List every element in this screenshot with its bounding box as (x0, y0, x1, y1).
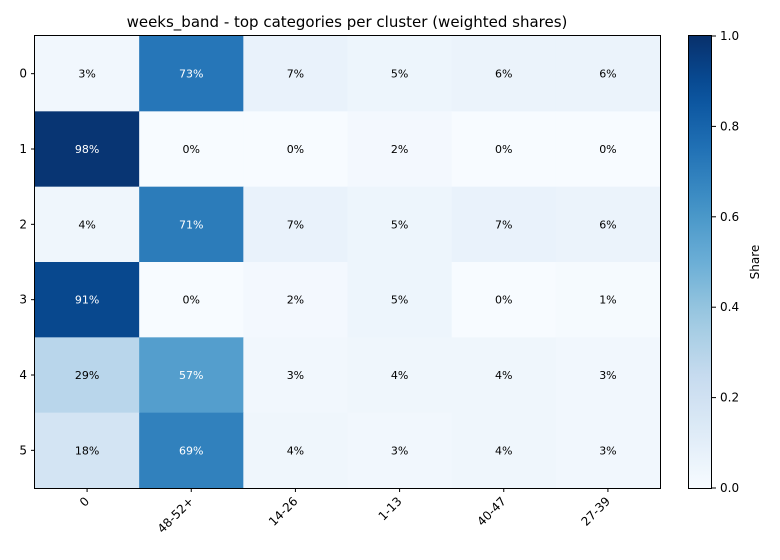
heatmap-cell (139, 337, 244, 414)
heatmap-cell (243, 186, 348, 263)
cell-value-label: 91% (75, 294, 99, 307)
heatmap-cell (139, 111, 244, 188)
heatmap-cell (243, 36, 348, 112)
heatmap-cell (451, 262, 557, 338)
heatmap-cell (347, 412, 453, 489)
colorbar (688, 35, 712, 489)
heatmap-cell (35, 111, 140, 188)
colorbar-label: Share (748, 245, 762, 280)
heatmap-cell (139, 36, 244, 112)
heatmap-cell (35, 337, 140, 414)
cell-value-label: 0% (183, 143, 200, 156)
heatmap-cell (555, 262, 661, 338)
heatmap-cell (347, 262, 453, 338)
heatmap-cell (451, 412, 557, 489)
heatmap-cell (555, 412, 661, 489)
cell-value-label: 29% (75, 369, 99, 382)
cell-value-label: 7% (287, 68, 304, 81)
heatmap-cell (35, 186, 140, 263)
y-tick-label: 0 (19, 67, 27, 81)
cell-value-label: 7% (495, 218, 512, 231)
cell-value-label: 4% (78, 218, 95, 231)
colorbar-axis: 0.0 0.2 0.4 0.6 0.8 1.0 (712, 29, 739, 495)
cell-value-label: 4% (391, 369, 408, 382)
y-tick-label: 2 (19, 217, 27, 231)
chart-title: weeks_band - top categories per cluster … (127, 13, 568, 32)
heatmap-cell (555, 337, 661, 414)
cell-value-label: 7% (287, 218, 304, 231)
heatmap-cell (35, 262, 140, 338)
heatmap-cell (35, 36, 140, 112)
heatmap-cell (347, 36, 453, 112)
cell-value-label: 6% (599, 218, 616, 231)
heatmap-cell (451, 36, 557, 112)
cell-value-label: 1% (599, 294, 616, 307)
heatmap-cell (35, 412, 140, 489)
cell-value-label: 6% (495, 68, 512, 81)
x-tick-label: 14-26 (266, 494, 301, 529)
x-tick-label: 0 (77, 494, 92, 509)
cell-value-label: 73% (179, 68, 203, 81)
heatmap-cell (347, 337, 453, 414)
x-axis: 0 48-52+ 14-26 1-13 40-47 27-39 (77, 488, 613, 536)
heatmap-cell (243, 337, 348, 414)
cell-value-label: 6% (599, 68, 616, 81)
cell-value-label: 3% (391, 444, 408, 457)
heatmap-cell (451, 111, 557, 188)
cell-value-label: 69% (179, 444, 203, 457)
colorbar-tick-label: 1.0 (720, 29, 739, 43)
cell-value-label: 0% (495, 143, 512, 156)
x-tick-label: 1-13 (376, 494, 405, 523)
cell-value-label: 18% (75, 444, 99, 457)
cell-value-label: 5% (391, 294, 408, 307)
heatmap-cell (451, 337, 557, 414)
cell-value-label: 2% (391, 143, 408, 156)
x-tick-label: 27-39 (578, 494, 613, 529)
x-tick-label: 48-52+ (155, 494, 197, 536)
heatmap-cell (555, 186, 661, 263)
cell-value-label: 71% (179, 218, 203, 231)
heatmap-cell (139, 412, 244, 489)
colorbar-tick-label: 0.2 (720, 391, 739, 405)
y-axis: 0 1 2 3 4 5 (19, 67, 35, 457)
colorbar-tick-label: 0.6 (720, 210, 739, 224)
heatmap-cell (451, 186, 557, 263)
cell-value-label: 3% (599, 369, 616, 382)
heatmap-cell (243, 262, 348, 338)
heatmap-cell (139, 262, 244, 338)
heatmap-cell (555, 36, 661, 112)
colorbar-tick-label: 0.0 (720, 481, 739, 495)
cell-value-label: 5% (391, 218, 408, 231)
heatmap-cell (243, 412, 348, 489)
y-tick-label: 1 (19, 142, 27, 156)
cell-value-label: 4% (287, 444, 304, 457)
colorbar-tick-label: 0.8 (720, 119, 739, 133)
y-tick-label: 5 (19, 443, 27, 457)
y-tick-label: 3 (19, 293, 27, 307)
cell-value-label: 4% (495, 444, 512, 457)
x-tick-label: 40-47 (474, 494, 509, 529)
cell-value-label: 2% (287, 294, 304, 307)
cell-value-label: 5% (391, 68, 408, 81)
cell-value-label: 0% (183, 294, 200, 307)
cell-value-label: 98% (75, 143, 99, 156)
cell-value-label: 0% (599, 143, 616, 156)
cell-value-label: 3% (78, 68, 95, 81)
cell-value-label: 3% (287, 369, 304, 382)
plot-frame (34, 35, 661, 489)
y-tick-label: 4 (19, 368, 27, 382)
colorbar-tick-label: 0.4 (720, 300, 739, 314)
heatmap-cell (139, 186, 244, 263)
cell-value-label: 0% (287, 143, 304, 156)
heatmap-cell (347, 186, 453, 263)
heatmap-cell (347, 111, 453, 188)
cell-value-label: 4% (495, 369, 512, 382)
cell-value-label: 57% (179, 369, 203, 382)
cell-value-label: 3% (599, 444, 616, 457)
cell-value-label: 0% (495, 294, 512, 307)
heatmap-cell (243, 111, 348, 188)
heatmap-cell (555, 111, 661, 188)
heatmap-cells: 3% 73% 7% 5% 6% 6% 98% 0% 0% 2% 0% 0% 4% 71% 7% 5% 7% 6% 9… (35, 36, 661, 489)
